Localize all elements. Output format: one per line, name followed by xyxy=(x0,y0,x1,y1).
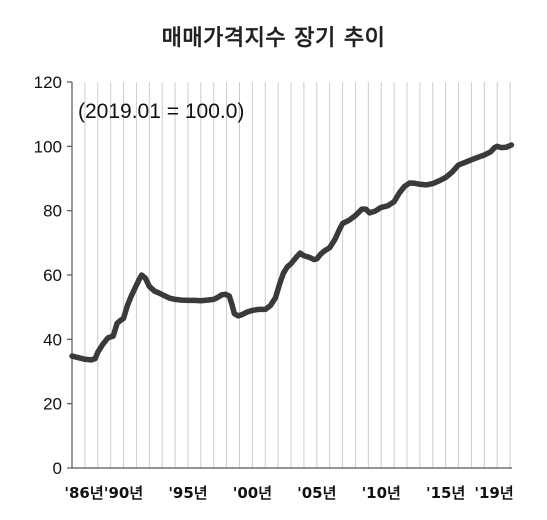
y-tick-label: 60 xyxy=(43,266,62,285)
y-axis-tick-labels: 0 20 40 60 80 100 120 xyxy=(34,73,62,478)
y-tick-label: 40 xyxy=(43,330,62,349)
x-tick-label: '15년 xyxy=(426,484,465,502)
x-axis-tick-labels: '86년 '90년 '95년 '00년 '05년 '10년 '15년 '19년 xyxy=(64,484,513,502)
y-tick-label: 100 xyxy=(34,137,62,156)
y-tick-label: 120 xyxy=(34,73,62,92)
y-tick-label: 80 xyxy=(43,202,62,221)
x-tick-label: '05년 xyxy=(297,484,336,502)
chart-title: 매매가격지수 장기 추이 xyxy=(161,26,386,51)
y-tick-label: 20 xyxy=(43,395,62,414)
axes xyxy=(67,81,512,469)
x-tick-label: '95년 xyxy=(168,484,207,502)
series-layer xyxy=(69,142,515,363)
x-tick-label: '00년 xyxy=(233,484,272,502)
x-tick-label: '90년 xyxy=(104,484,143,502)
gridlines xyxy=(71,82,511,468)
x-tick-label: '19년 xyxy=(474,484,513,502)
x-tick-label: '86년 xyxy=(64,484,103,502)
y-tick-label: 0 xyxy=(53,459,62,478)
series-line xyxy=(69,142,515,363)
x-tick-label: '10년 xyxy=(362,484,401,502)
base-period-annotation: (2019.01 = 100.0) xyxy=(78,100,244,123)
